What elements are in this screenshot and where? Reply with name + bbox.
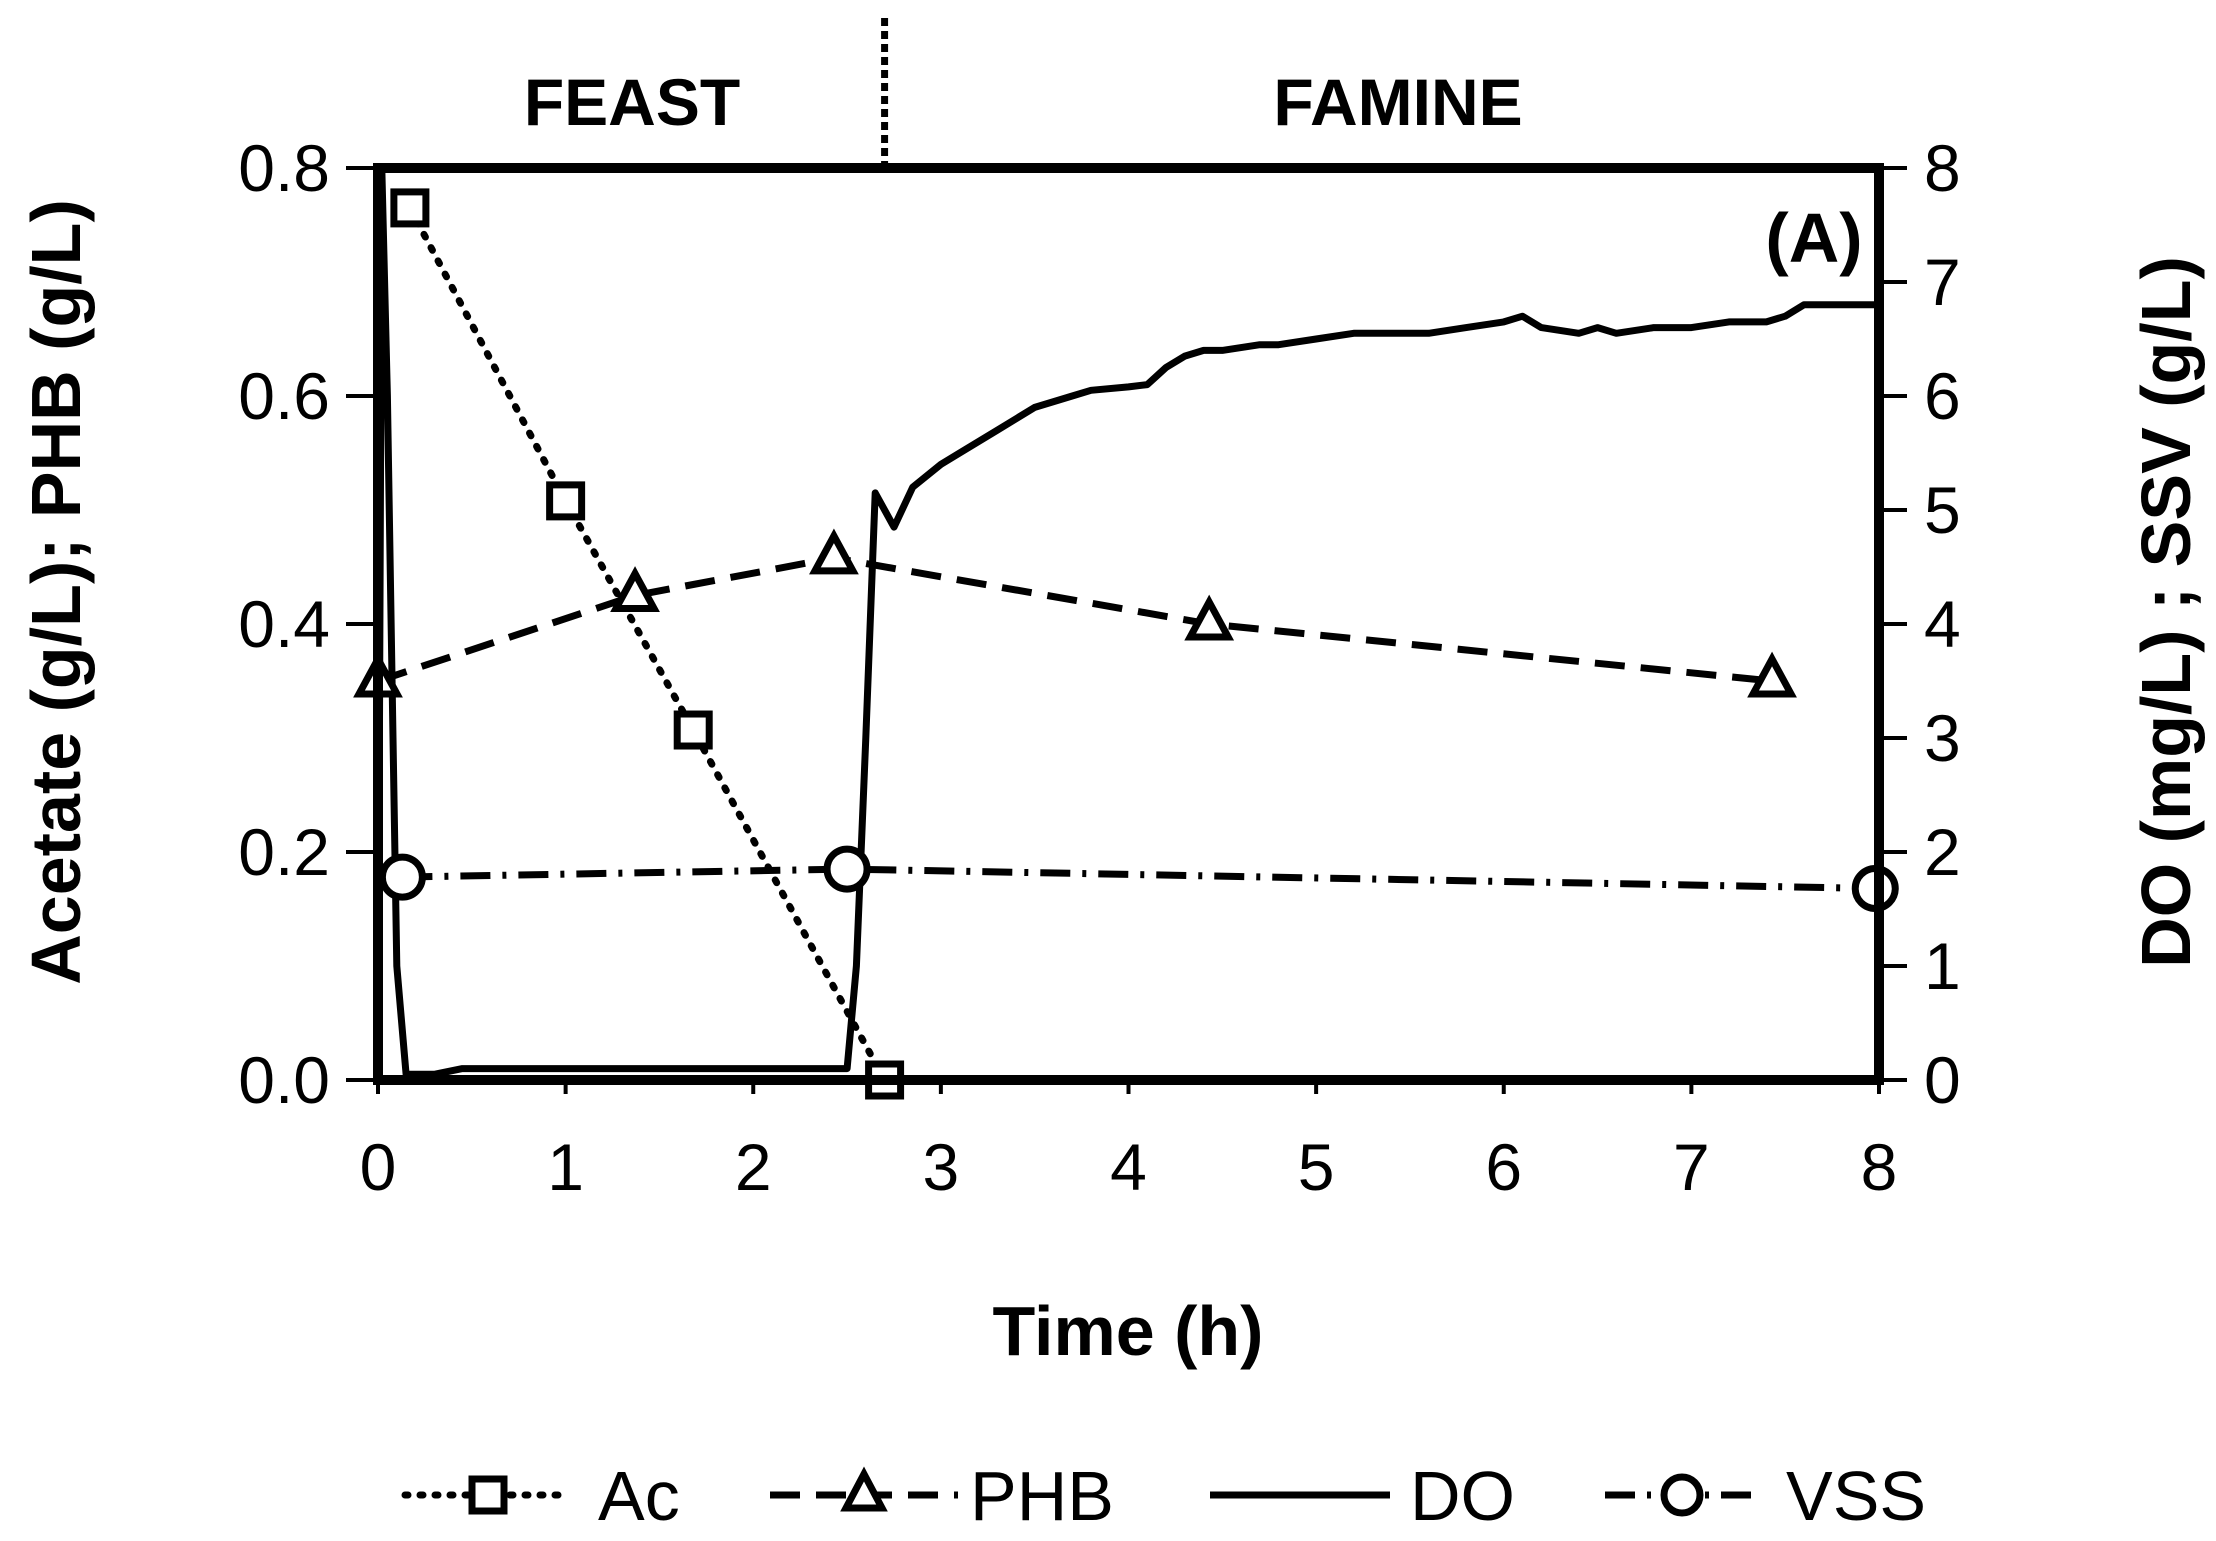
x-axis-title: Time (h) [993,1292,1264,1370]
x-tick-label: 0 [360,1130,397,1204]
phb-point [1747,651,1797,698]
ac-point [546,481,586,521]
legend-label-do: DO [1410,1457,1515,1535]
y-left-tick-label: 0.0 [238,1043,330,1117]
x-tick-label: 3 [923,1130,960,1204]
legend-marker-vss [1660,1473,1704,1517]
x-tick-label: 8 [1861,1130,1898,1204]
plot-frame [373,163,1884,1085]
y-left-tick-label: 0.2 [238,815,330,889]
series-layer [374,164,1879,1084]
legend-item-phb: PHB [770,1457,1114,1535]
series-line-ac [406,204,889,1084]
vss-point [378,853,426,901]
axis-ticks-layer: 0 1 2 3 4 5 6 7 8 0.0 0.2 0.4 0.6 0.8 0 1 2 3 4 5 6 7 8 [238,131,1960,1204]
y-right-tick-label: 4 [1924,587,1961,661]
vss-point [823,845,871,893]
y-right-tick-label: 2 [1924,815,1961,889]
x-tick-label: 5 [1298,1130,1335,1204]
legend-item-vss: VSS [1605,1457,1926,1535]
famine-label: FAMINE [1273,65,1522,139]
series-line-phb [376,554,1773,685]
series-line-vss [402,865,1876,892]
legend-item-ac: Ac [401,1457,680,1535]
ac-point [390,188,430,228]
y-right-tick-label: 0 [1924,1043,1961,1117]
series-line-do [374,164,1879,1081]
panel-label: (A) [1765,199,1862,277]
legend-marker-phb [840,1466,888,1512]
legend-label-ac: Ac [598,1457,680,1535]
y-right-tick-label: 7 [1924,245,1961,319]
y-left-tick-label: 0.4 [238,587,330,661]
x-tick-label: 2 [735,1130,772,1204]
legend-item-do: DO [1210,1457,1515,1535]
legend-marker-ac [468,1475,508,1515]
y-right-tick-label: 5 [1924,473,1961,547]
phb-point [610,566,660,612]
x-tick-label: 4 [1110,1130,1147,1204]
feast-label: FEAST [524,65,740,139]
phb-point [1184,594,1235,641]
x-tick-label: 1 [547,1130,584,1204]
x-tick-label: 7 [1673,1130,1710,1204]
phb-point [809,528,859,575]
y-left-axis-title: Acetate (g/L); PHB (g/L) [17,199,95,985]
y-right-tick-label: 6 [1924,359,1961,433]
y-left-tick-label: 0.6 [238,359,330,433]
legend-label-phb: PHB [970,1457,1114,1535]
legend-label-vss: VSS [1786,1457,1926,1535]
y-left-tick-label: 0.8 [238,131,330,205]
legend: Ac PHB DO VSS [401,1457,1926,1535]
x-tick-label: 6 [1485,1130,1522,1204]
y-right-tick-label: 1 [1924,929,1961,1003]
ac-point [673,710,713,750]
y-right-tick-label: 3 [1924,701,1961,775]
y-right-axis-title: DO (mg/L) ; SSV (g/L) [2127,256,2205,968]
y-right-tick-label: 8 [1924,131,1961,205]
